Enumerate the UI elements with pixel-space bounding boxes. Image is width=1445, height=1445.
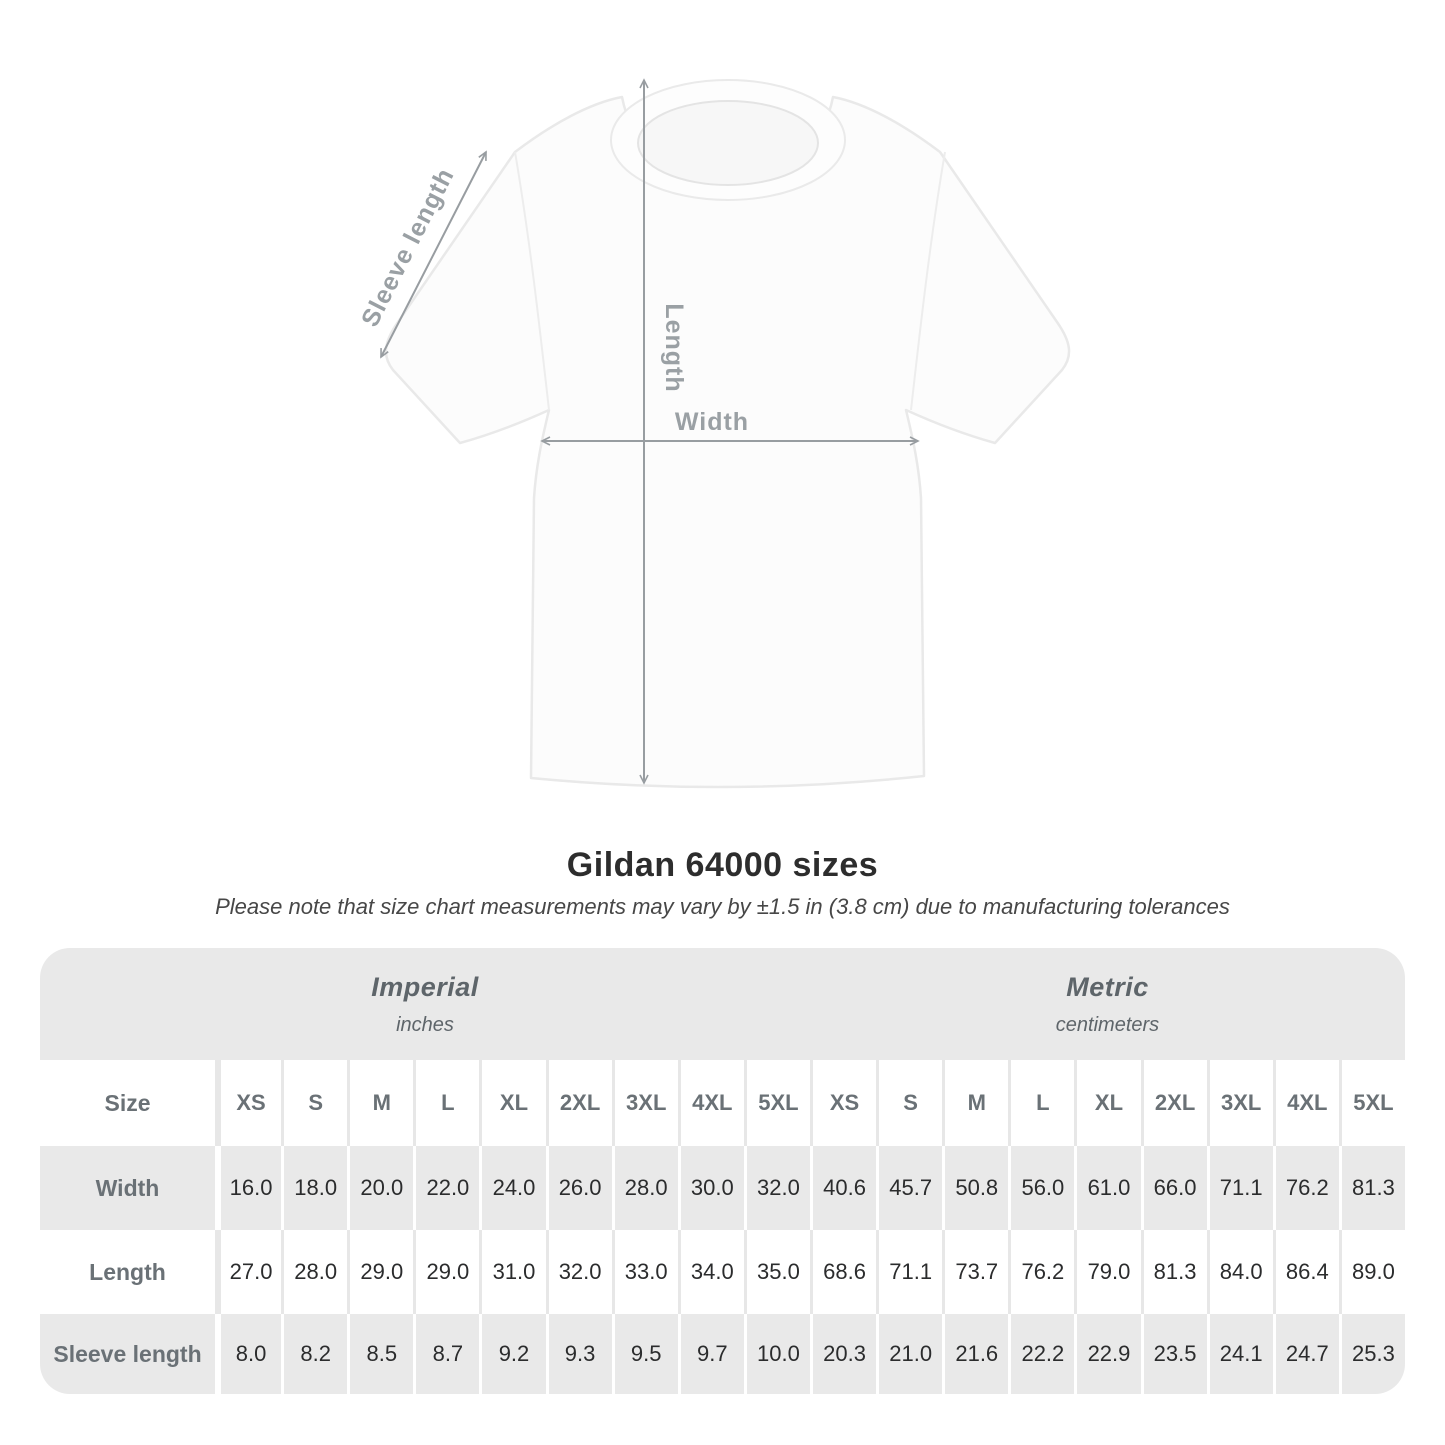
value-cell: 25.3 <box>1338 1314 1405 1394</box>
value-cell: 31.0 <box>479 1230 546 1314</box>
value-cell: 20.3 <box>809 1314 877 1394</box>
size-column-header: 3XL <box>611 1060 678 1146</box>
armhole-seam-right <box>910 151 946 411</box>
tshirt-graphic: Sleeve length Length Width <box>356 78 1071 789</box>
value-cell: 29.0 <box>413 1230 480 1314</box>
value-cell: 40.6 <box>809 1146 877 1230</box>
value-cell: 21.6 <box>942 1314 1009 1394</box>
value-cell: 32.0 <box>545 1230 612 1314</box>
value-cell: 66.0 <box>1140 1146 1207 1230</box>
value-cell: 89.0 <box>1338 1230 1405 1314</box>
value-cell: 73.7 <box>942 1230 1009 1314</box>
value-cell: 9.2 <box>479 1314 546 1394</box>
value-cell: 33.0 <box>611 1230 678 1314</box>
size-column-header: 2XL <box>545 1060 612 1146</box>
value-cell: 56.0 <box>1008 1146 1075 1230</box>
row-label: Width <box>40 1146 215 1230</box>
sleeve-length-arrow <box>380 150 487 359</box>
value-cell: 34.0 <box>677 1230 744 1314</box>
value-cell: 30.0 <box>677 1146 744 1230</box>
value-cell: 26.0 <box>545 1146 612 1230</box>
row-label: Sleeve length <box>40 1314 215 1394</box>
page-subtitle: Please note that size chart measurements… <box>215 894 1230 919</box>
value-cell: 8.7 <box>413 1314 480 1394</box>
unit-group-header: Metric centimeters <box>809 948 1405 1060</box>
size-column-header: S <box>281 1060 348 1146</box>
size-column-header: S <box>876 1060 943 1146</box>
armhole-seam-left <box>514 151 550 411</box>
value-cell: 29.0 <box>347 1230 414 1314</box>
value-cell: 8.5 <box>347 1314 414 1394</box>
table-body: Imperial inches Metric centimeters Size XS S M L… <box>40 948 1405 1394</box>
size-column-header: L <box>413 1060 480 1146</box>
corner-header: Size <box>40 1060 215 1146</box>
value-cell: 28.0 <box>611 1146 678 1230</box>
page-title: Gildan 64000 sizes <box>566 846 879 884</box>
value-cell: 71.1 <box>1206 1146 1273 1230</box>
unit-group-label: Imperial <box>371 971 479 1002</box>
size-column-header: 5XL <box>743 1060 810 1146</box>
value-cell: 27.0 <box>215 1230 282 1314</box>
value-cell: 21.0 <box>876 1314 943 1394</box>
size-chart: Imperial inches Metric centimeters Size XS S M L… <box>40 948 1405 1394</box>
value-cell: 23.5 <box>1140 1314 1207 1394</box>
size-column-header: 5XL <box>1338 1060 1405 1146</box>
value-cell: 68.6 <box>809 1230 877 1314</box>
size-column-header: XL <box>1074 1060 1141 1146</box>
value-cell: 9.7 <box>677 1314 744 1394</box>
value-cell: 20.0 <box>347 1146 414 1230</box>
value-cell: 71.1 <box>876 1230 943 1314</box>
value-cell: 86.4 <box>1272 1230 1339 1314</box>
value-cell: 9.5 <box>611 1314 678 1394</box>
value-cell: 22.9 <box>1074 1314 1141 1394</box>
size-column-header: 2XL <box>1140 1060 1207 1146</box>
value-cell: 50.8 <box>942 1146 1009 1230</box>
size-column-header: M <box>347 1060 414 1146</box>
value-cell: 10.0 <box>743 1314 810 1394</box>
width-label: Width <box>675 408 749 436</box>
size-column-header: XS <box>809 1060 877 1146</box>
value-cell: 24.0 <box>479 1146 546 1230</box>
size-column-header: 3XL <box>1206 1060 1273 1146</box>
collar-inner <box>637 100 819 186</box>
value-cell: 76.2 <box>1272 1146 1339 1230</box>
value-cell: 76.2 <box>1008 1230 1075 1314</box>
value-cell: 45.7 <box>876 1146 943 1230</box>
value-cell: 22.0 <box>413 1146 480 1230</box>
value-cell: 79.0 <box>1074 1230 1141 1314</box>
value-cell: 24.1 <box>1206 1314 1273 1394</box>
length-label: Length <box>660 303 688 392</box>
unit-group-header: Imperial inches <box>40 948 810 1060</box>
row-label: Length <box>40 1230 215 1314</box>
value-cell: 8.2 <box>281 1314 348 1394</box>
tshirt-measurement-diagram: Sleeve length Length Width <box>356 78 1071 789</box>
size-column-header: 4XL <box>1272 1060 1339 1146</box>
value-cell: 61.0 <box>1074 1146 1141 1230</box>
unit-group-sublabel: inches <box>396 1013 454 1036</box>
value-cell: 22.2 <box>1008 1314 1075 1394</box>
size-column-header: L <box>1008 1060 1075 1146</box>
value-cell: 81.3 <box>1338 1146 1405 1230</box>
value-cell: 9.3 <box>545 1314 612 1394</box>
value-cell: 8.0 <box>215 1314 282 1394</box>
size-column-header: 4XL <box>677 1060 744 1146</box>
value-cell: 32.0 <box>743 1146 810 1230</box>
unit-group-label: Metric <box>1066 971 1149 1002</box>
value-cell: 24.7 <box>1272 1314 1339 1394</box>
size-column-header: XS <box>215 1060 282 1146</box>
value-cell: 84.0 <box>1206 1230 1273 1314</box>
value-cell: 81.3 <box>1140 1230 1207 1314</box>
value-cell: 16.0 <box>215 1146 282 1230</box>
value-cell: 28.0 <box>281 1230 348 1314</box>
value-cell: 18.0 <box>281 1146 348 1230</box>
value-cell: 35.0 <box>743 1230 810 1314</box>
size-chart-table: Imperial inches Metric centimeters Size XS S M L… <box>40 948 1405 1394</box>
unit-group-sublabel: centimeters <box>1055 1013 1160 1036</box>
size-column-header: M <box>942 1060 1009 1146</box>
size-column-header: XL <box>479 1060 546 1146</box>
